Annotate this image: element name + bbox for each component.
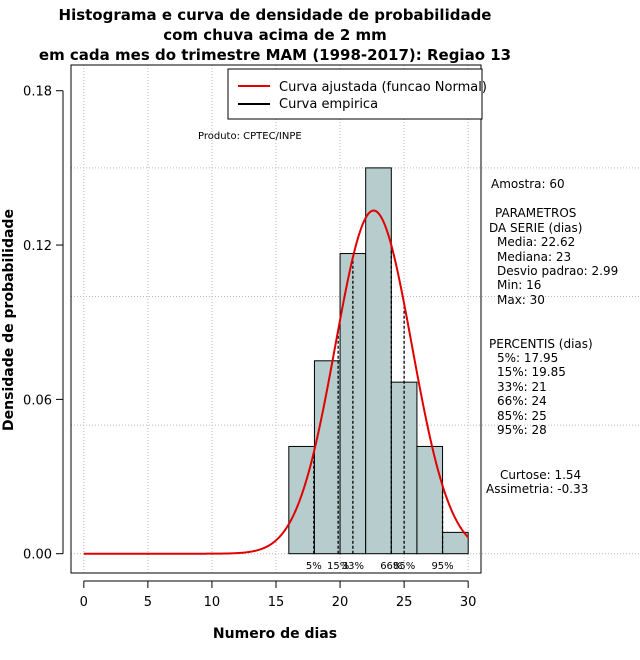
percentile-lines: 5% 15%33% 66%85% 95% xyxy=(306,245,454,572)
x-tick-label: 10 xyxy=(204,595,221,610)
x-tick-label: 30 xyxy=(460,595,477,610)
y-axis: 0.00 0.06 0.12 0.18 xyxy=(23,85,64,563)
percentile-label: 95% xyxy=(431,561,453,572)
stats-line: Curtose: 1.54 xyxy=(500,468,581,482)
x-tick-label: 20 xyxy=(332,595,349,610)
stats-line: 95%: 28 xyxy=(497,423,547,437)
stats-line: 66%: 24 xyxy=(497,394,547,408)
percentile-label: 85% xyxy=(393,561,415,572)
stats-line: Assimetria: -0.33 xyxy=(486,482,588,496)
stats-line: DA SERIE (dias) xyxy=(489,221,582,235)
stats-line: Desvio padrao: 2.99 xyxy=(497,264,618,278)
stats-line: PARAMETROS xyxy=(495,206,576,220)
legend-empirical-label: Curva empirica xyxy=(279,97,378,112)
histogram-bar xyxy=(365,167,392,555)
y-tick-label: 0.06 xyxy=(23,393,52,408)
histogram-bars xyxy=(288,167,469,555)
y-tick-label: 0.00 xyxy=(23,548,52,563)
stats-line: Mediana: 23 xyxy=(497,250,571,264)
legend: Curva ajustada (funcao Normal) Curva emp… xyxy=(227,68,487,120)
stats-line: Media: 22.62 xyxy=(497,235,575,249)
chart-title-line: Histograma e curva de densidade de proba… xyxy=(59,6,492,24)
x-tick-label: 25 xyxy=(396,595,413,610)
x-axis: 0 5 10 15 20 25 30 xyxy=(80,580,477,610)
stats-line: 33%: 21 xyxy=(497,380,547,394)
fitted-curve xyxy=(83,209,469,555)
legend-box xyxy=(227,68,483,120)
product-label: Produto: CPTEC/INPE xyxy=(198,131,302,142)
chart-title-line: com chuva acima de 2 mm xyxy=(163,26,387,44)
y-tick-label: 0.12 xyxy=(23,239,52,254)
stats-line: 15%: 19.85 xyxy=(497,365,566,379)
y-tick-label: 0.18 xyxy=(23,85,52,100)
x-tick-label: 15 xyxy=(268,595,285,610)
fitted-curve-group xyxy=(83,209,469,555)
stats-line: PERCENTIS (dias) xyxy=(489,337,593,351)
legend-fitted-label: Curva ajustada (funcao Normal) xyxy=(279,80,487,95)
stats-line: Max: 30 xyxy=(497,293,545,307)
x-axis-title: Numero de dias xyxy=(213,626,337,642)
stats-line: Amostra: 60 xyxy=(491,177,565,191)
percentile-label: 33% xyxy=(342,561,364,572)
stats-line: 5%: 17.95 xyxy=(497,351,558,365)
percentile-label: 15% xyxy=(327,561,349,572)
x-tick-label: 5 xyxy=(144,595,152,610)
histogram-bar xyxy=(416,445,444,555)
x-tick-label: 0 xyxy=(80,595,88,610)
stats-line: 85%: 25 xyxy=(497,409,547,423)
histogram-bar xyxy=(442,531,469,555)
stats-line: Min: 16 xyxy=(497,278,541,292)
percentile-label: 5% xyxy=(306,561,322,572)
percentile-label: 66% xyxy=(380,561,402,572)
y-axis-title: Densidade de probabilidade xyxy=(1,209,17,431)
chart-title: Histograma e curva de densidade de proba… xyxy=(39,6,511,64)
chart-title-line: em cada mes do trimestre MAM (1998-2017)… xyxy=(39,46,511,64)
plot-frame xyxy=(70,64,482,574)
